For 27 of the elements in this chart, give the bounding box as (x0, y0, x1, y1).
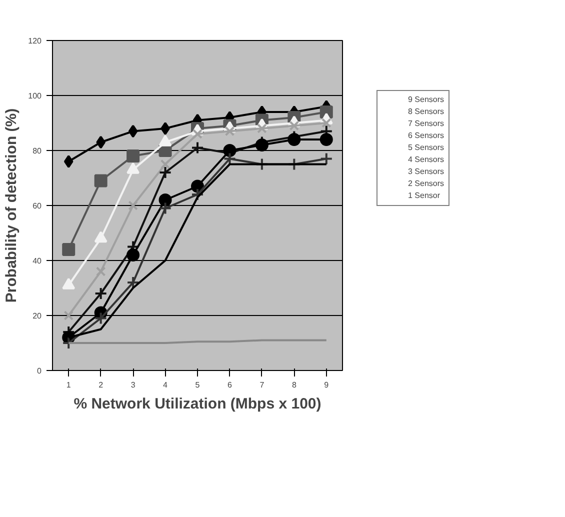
y-tick-label: 120 (28, 36, 42, 46)
x-tick-label: 4 (163, 380, 168, 390)
text: 2 Sensors (408, 178, 444, 188)
x-tick-label: 9 (324, 380, 330, 390)
y-tick-label: 80 (32, 146, 42, 156)
x-axis-title: % Network Utilization (Mbps x 100) (74, 396, 322, 412)
x-tick-label: 8 (292, 380, 297, 390)
x-tick-label: 1 (66, 380, 72, 390)
x-tick-label: 6 (228, 380, 232, 390)
text: 1 Sensor (408, 190, 440, 200)
x-tick-label: 2 (98, 380, 104, 390)
x-tick-label: 5 (195, 380, 200, 390)
text: 9 Sensors (408, 94, 444, 104)
y-axis-title: Probability of detection (%) (3, 108, 20, 303)
text: 3 Sensors (408, 166, 444, 176)
y-tick-label: 20 (32, 312, 42, 320)
x-tick-label: 3 (130, 380, 136, 390)
y-tick-label: 100 (28, 92, 42, 100)
text: 6 Sensors (408, 130, 444, 140)
text: 4 Sensors (408, 154, 444, 164)
y-tick-label: 60 (32, 202, 42, 210)
text: 7 Sensors (408, 118, 444, 128)
text: 8 Sensors (408, 106, 444, 116)
y-tick-label: 40 (32, 256, 42, 266)
text: 5 Sensors (408, 142, 444, 152)
y-tick-label: 0 (37, 366, 42, 376)
x-tick-label: 7 (260, 380, 265, 390)
